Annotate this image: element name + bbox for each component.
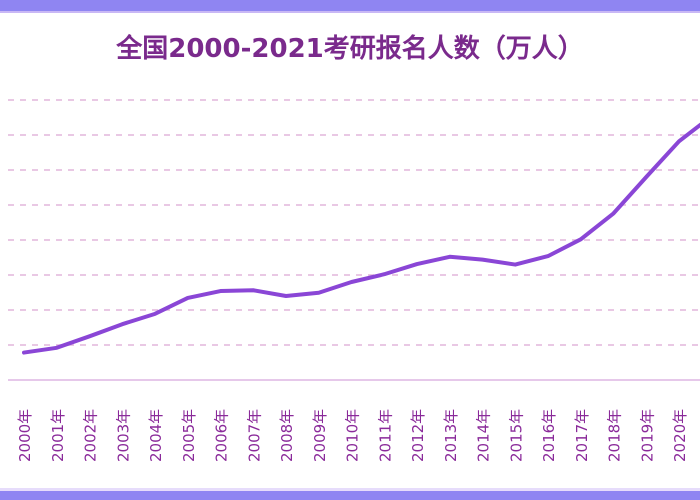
- data-point: [415, 262, 419, 266]
- data-point: [677, 139, 681, 143]
- x-tick-label: 2014年: [475, 409, 493, 462]
- x-tick-label: 2005年: [180, 409, 198, 462]
- data-point: [513, 263, 517, 267]
- data-point: [350, 280, 353, 284]
- x-tick-label: 2008年: [278, 409, 296, 462]
- data-point: [644, 175, 648, 179]
- data-point: [579, 237, 583, 241]
- x-tick-label: 2006年: [213, 409, 231, 462]
- data-point: [55, 346, 59, 350]
- data-point: [284, 294, 288, 298]
- data-point: [546, 254, 550, 258]
- data-point: [186, 296, 190, 300]
- data-point: [382, 272, 386, 276]
- x-tick-label: 2015年: [507, 409, 525, 462]
- data-point: [317, 291, 321, 295]
- data-point: [120, 322, 124, 326]
- x-tick-label: 2020年: [671, 409, 689, 462]
- x-tick-label: 2002年: [82, 409, 100, 462]
- data-point: [612, 211, 615, 215]
- data-point: [22, 351, 26, 355]
- x-tick-label: 2019年: [638, 409, 656, 462]
- x-tick-label: 2016年: [540, 409, 558, 462]
- data-point: [219, 289, 222, 293]
- x-tick-label: 2013年: [442, 409, 460, 462]
- data-point: [448, 255, 452, 259]
- bottom-border-band: [0, 488, 700, 500]
- x-tick-label: 2011年: [376, 409, 394, 462]
- data-point: [481, 258, 484, 262]
- x-tick-label: 2001年: [49, 409, 67, 462]
- x-tick-label: 2009年: [311, 409, 329, 462]
- x-tick-label: 2012年: [409, 409, 427, 462]
- data-point: [251, 288, 255, 292]
- x-tick-label: 2003年: [114, 409, 132, 462]
- chart-title: 全国2000-2021考研报名人数（万人）: [116, 34, 584, 64]
- x-tick-label: 2010年: [344, 409, 362, 462]
- x-tick-label: 2000年: [16, 409, 34, 462]
- x-tick-label: 2007年: [245, 409, 263, 462]
- data-point: [88, 334, 91, 338]
- x-tick-label: 2017年: [573, 409, 591, 462]
- x-tick-label: 2004年: [147, 409, 165, 462]
- x-tick-label: 2018年: [606, 409, 624, 462]
- top-border-band: [0, 0, 700, 13]
- series-line: [22, 122, 700, 355]
- data-point: [153, 312, 157, 316]
